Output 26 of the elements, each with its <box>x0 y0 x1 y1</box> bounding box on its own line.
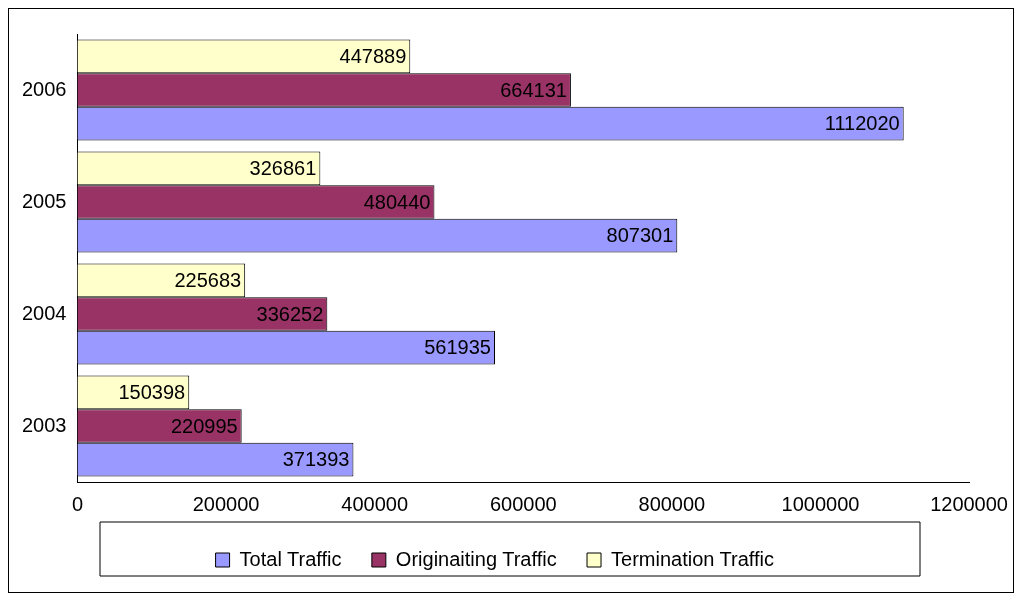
x-tick-label: 800000 <box>638 492 706 515</box>
data-label: 225683 <box>174 268 242 291</box>
legend-label: Total Traffic <box>239 547 342 570</box>
data-label: 664131 <box>500 78 567 101</box>
legend-label: Originaiting Traffic <box>395 547 557 570</box>
data-label: 447889 <box>339 44 407 67</box>
data-label: 150398 <box>118 380 186 403</box>
y-tick-label: 2004 <box>21 301 67 324</box>
data-label: 561935 <box>424 336 491 359</box>
data-label: 220995 <box>170 414 238 437</box>
x-tick-label: 400000 <box>341 492 409 515</box>
x-tick-label: 1000000 <box>781 492 860 515</box>
y-tick-label: 2006 <box>21 77 67 100</box>
y-tick-label: 2005 <box>21 189 67 212</box>
data-label: 326861 <box>249 156 317 179</box>
y-tick-label: 2003 <box>21 413 67 436</box>
data-label: 480440 <box>363 190 431 213</box>
data-label: 336252 <box>256 302 324 325</box>
x-tick-label: 1200000 <box>930 492 1009 515</box>
x-tick-label: 200000 <box>192 492 260 515</box>
data-label: 1112020 <box>824 112 900 135</box>
data-label: 371393 <box>282 448 350 471</box>
x-tick-label: 600000 <box>489 492 557 515</box>
data-label: 807301 <box>606 224 674 247</box>
legend-label: Termination Traffic <box>611 547 775 570</box>
x-tick-label: 0 <box>71 492 84 515</box>
